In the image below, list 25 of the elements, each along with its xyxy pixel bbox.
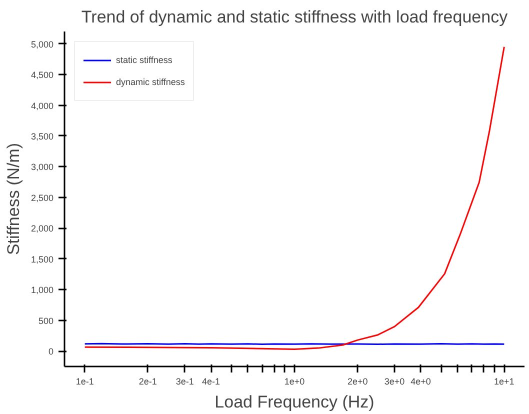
legend-label: dynamic stiffness xyxy=(116,77,185,87)
y-tick-label: 3,500 xyxy=(30,131,54,142)
chart-title: Trend of dynamic and static stiffness with load frequency xyxy=(81,8,508,26)
y-tick-label: 1,000 xyxy=(30,285,54,296)
y-tick-label: 2,500 xyxy=(30,192,54,203)
x-axis-title: Load Frequency (Hz) xyxy=(214,392,374,412)
x-tick-label: 4e-1 xyxy=(202,376,220,386)
x-tick-label: 3e-1 xyxy=(176,376,194,386)
y-tick-label: 2,000 xyxy=(30,224,54,234)
x-tick-label: 4e+0 xyxy=(410,376,431,386)
x-tick-label: 1e+0 xyxy=(284,376,305,386)
x-tick-label: 3e+0 xyxy=(384,376,405,386)
y-tick-label: 5,000 xyxy=(30,39,54,50)
y-tick-label: 500 xyxy=(38,316,54,326)
x-tick-label: 2e+0 xyxy=(347,376,368,386)
y-axis-title: Stiffness (N/m) xyxy=(4,142,23,256)
y-tick-label: 1,500 xyxy=(30,254,54,264)
y-tick-label: 0 xyxy=(48,346,54,357)
y-tick-label: 4,000 xyxy=(30,100,54,111)
legend-label: static stiffness xyxy=(116,55,172,65)
x-tick-label: 2e-1 xyxy=(138,376,157,386)
y-tick-label: 3,000 xyxy=(30,162,54,172)
x-tick-label: 1e-1 xyxy=(76,376,94,386)
y-tick-label: 4,500 xyxy=(30,70,54,80)
x-tick-label: 1e+1 xyxy=(494,376,514,386)
